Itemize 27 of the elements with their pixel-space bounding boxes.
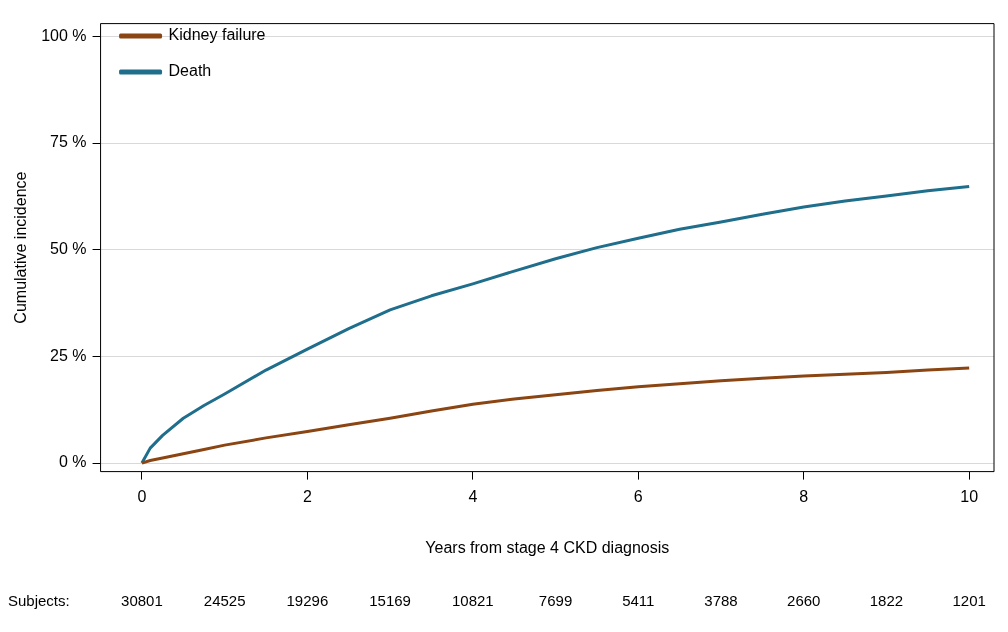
y-tick-label: 100 % — [41, 26, 87, 44]
text: 5411 — [622, 591, 655, 609]
text: 1822 — [869, 591, 904, 609]
legend-label: Death — [168, 62, 212, 80]
x-tick-label: 6 — [633, 487, 643, 505]
y-tick-label: 50 % — [50, 240, 87, 258]
y-tick-label: 25 % — [50, 346, 87, 364]
text: 24525 — [203, 591, 246, 609]
text: 10821 — [451, 591, 494, 609]
x-tick-label: 10 — [960, 487, 979, 505]
text: Subjects: — [8, 591, 70, 609]
y-axis-title: Cumulative incidence — [12, 171, 30, 324]
x-tick-label: 0 — [137, 487, 147, 505]
text: 7699 — [538, 591, 573, 609]
text: 2660 — [787, 591, 821, 609]
text: 30801 — [121, 591, 163, 609]
x-tick-label: 8 — [799, 487, 809, 505]
x-axis-title: Years from stage 4 CKD diagnosis — [425, 538, 670, 556]
text: 1201 — [952, 591, 986, 609]
text: 15169 — [369, 591, 411, 609]
x-tick-label: 4 — [468, 487, 478, 505]
x-tick-label: 2 — [302, 487, 312, 505]
text: 19296 — [286, 591, 329, 609]
y-tick-label: 0 % — [58, 453, 87, 471]
text: 3788 — [704, 591, 738, 609]
legend-label: Kidney failure — [168, 26, 266, 44]
y-tick-label: 75 % — [50, 133, 87, 151]
